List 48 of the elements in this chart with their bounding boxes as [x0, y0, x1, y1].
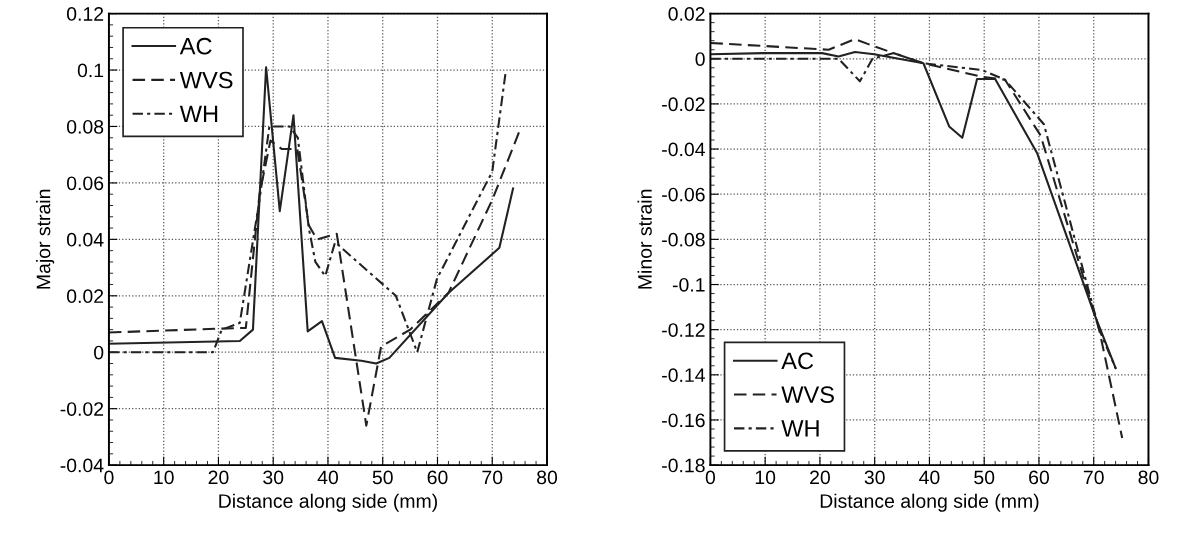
- y-tick-label: -0.02: [662, 97, 705, 112]
- legend-label: AC: [179, 37, 212, 55]
- x-tick-label: 10: [755, 470, 776, 485]
- x-tick-label: 40: [919, 470, 940, 485]
- legend-label: AC: [781, 352, 814, 370]
- legend-label: WH: [179, 105, 218, 122]
- y-tick-label: -0.04: [60, 458, 104, 473]
- y-tick-label: 0.06: [66, 176, 104, 191]
- y-tick-label: -0.02: [60, 402, 104, 416]
- x-tick-label: 50: [372, 470, 393, 485]
- x-tick-label: 20: [208, 470, 229, 485]
- legend-label: WH: [781, 420, 819, 437]
- x-axis-title: Distance along side (mm): [219, 493, 437, 512]
- x-tick-label: 70: [1083, 470, 1104, 485]
- x-tick-label: 0: [705, 470, 716, 485]
- legend-label: WVS: [179, 71, 233, 89]
- x-tick-label: 40: [317, 470, 339, 485]
- x-tick-label: 0: [104, 470, 114, 485]
- legend-label: WVS: [781, 386, 834, 404]
- x-tick-label: 70: [482, 470, 503, 485]
- x-tick-label: 60: [1029, 470, 1050, 485]
- y-tick-label: -0.1: [672, 277, 705, 292]
- x-tick-label: 30: [864, 470, 885, 485]
- x-axis-title: Distance along side (mm): [820, 493, 1039, 512]
- x-tick-label: 80: [1138, 470, 1159, 485]
- y-tick-label: 0.02: [668, 7, 705, 21]
- x-tick-label: 20: [810, 470, 830, 485]
- y-tick-label: -0.14: [662, 368, 705, 383]
- y-tick-label: -0.18: [662, 458, 705, 473]
- x-tick-label: 30: [263, 470, 284, 485]
- x-tick-label: 60: [427, 470, 448, 485]
- x-tick-label: 80: [537, 470, 558, 485]
- y-tick-label: -0.08: [662, 232, 705, 247]
- y-tick-label: 0.04: [66, 232, 104, 247]
- y-tick-label: 0.02: [66, 289, 104, 304]
- y-tick-label: -0.16: [662, 413, 705, 428]
- y-tick-label: 0.1: [77, 63, 104, 78]
- y-tick-label: 0.08: [66, 119, 104, 134]
- y-tick-label: 0: [94, 345, 104, 360]
- y-tick-label: -0.04: [662, 142, 705, 157]
- y-axis-title: Minor strain: [637, 189, 652, 289]
- y-tick-label: 0: [695, 52, 705, 66]
- x-tick-label: 50: [974, 470, 995, 485]
- y-tick-label: 0.12: [66, 7, 104, 21]
- x-tick-label: 10: [154, 470, 174, 485]
- y-tick-label: -0.12: [662, 323, 705, 337]
- y-axis-title: Major strain: [36, 189, 55, 289]
- y-tick-label: -0.06: [662, 187, 705, 202]
